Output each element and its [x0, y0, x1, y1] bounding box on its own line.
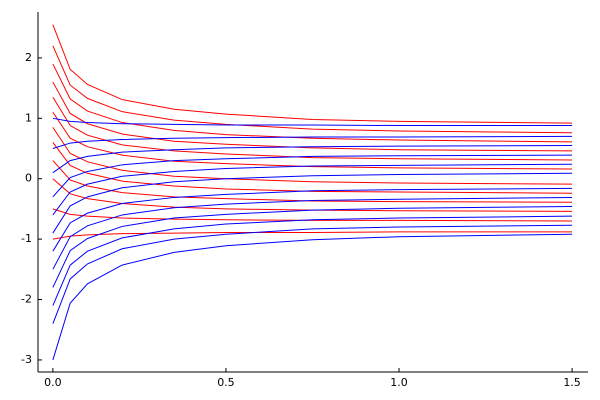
series-line [52, 196, 573, 270]
series-line [52, 163, 573, 216]
series-line [52, 96, 573, 161]
x-tick-label: 0.0 [44, 376, 62, 389]
series-line [52, 135, 573, 149]
series-line [52, 111, 573, 170]
series-line [52, 127, 573, 185]
x-tick-label: 1.0 [390, 376, 408, 389]
y-tick-label: 2 [25, 51, 32, 64]
series-line [52, 160, 573, 203]
series-line [52, 172, 573, 234]
y-tick-label: -3 [21, 353, 32, 366]
series-line [52, 224, 573, 324]
series-line [52, 144, 573, 174]
series-line [52, 178, 573, 212]
series-line [52, 45, 573, 134]
series-line [52, 187, 573, 252]
series-line [52, 142, 573, 194]
y-tick-label: 1 [25, 111, 32, 124]
series-line [52, 24, 573, 124]
x-tick-label: 1.5 [563, 376, 581, 389]
series-line [52, 63, 573, 143]
series-line [52, 233, 573, 361]
series-line [52, 231, 573, 240]
series-line [52, 81, 573, 152]
x-tick-label: 0.5 [217, 376, 235, 389]
y-tick-label: -1 [21, 232, 32, 245]
series-line [52, 117, 573, 127]
series-line [52, 206, 573, 288]
series-line [52, 215, 573, 306]
plot-area [52, 24, 573, 361]
series-line [52, 208, 573, 222]
y-tick-label: 0 [25, 172, 32, 185]
y-tick-label: -2 [21, 293, 32, 306]
series-line [52, 154, 573, 198]
